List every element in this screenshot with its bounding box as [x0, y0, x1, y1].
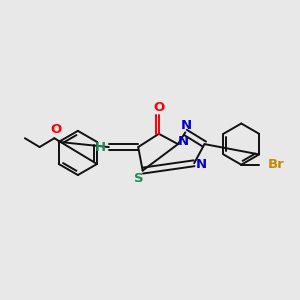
Text: O: O — [153, 101, 164, 114]
Text: N: N — [196, 158, 207, 171]
Text: O: O — [50, 124, 61, 136]
Text: Br: Br — [268, 158, 284, 171]
Text: H: H — [95, 141, 106, 154]
Text: S: S — [134, 172, 144, 185]
Text: N: N — [178, 135, 189, 148]
Text: N: N — [181, 119, 192, 132]
